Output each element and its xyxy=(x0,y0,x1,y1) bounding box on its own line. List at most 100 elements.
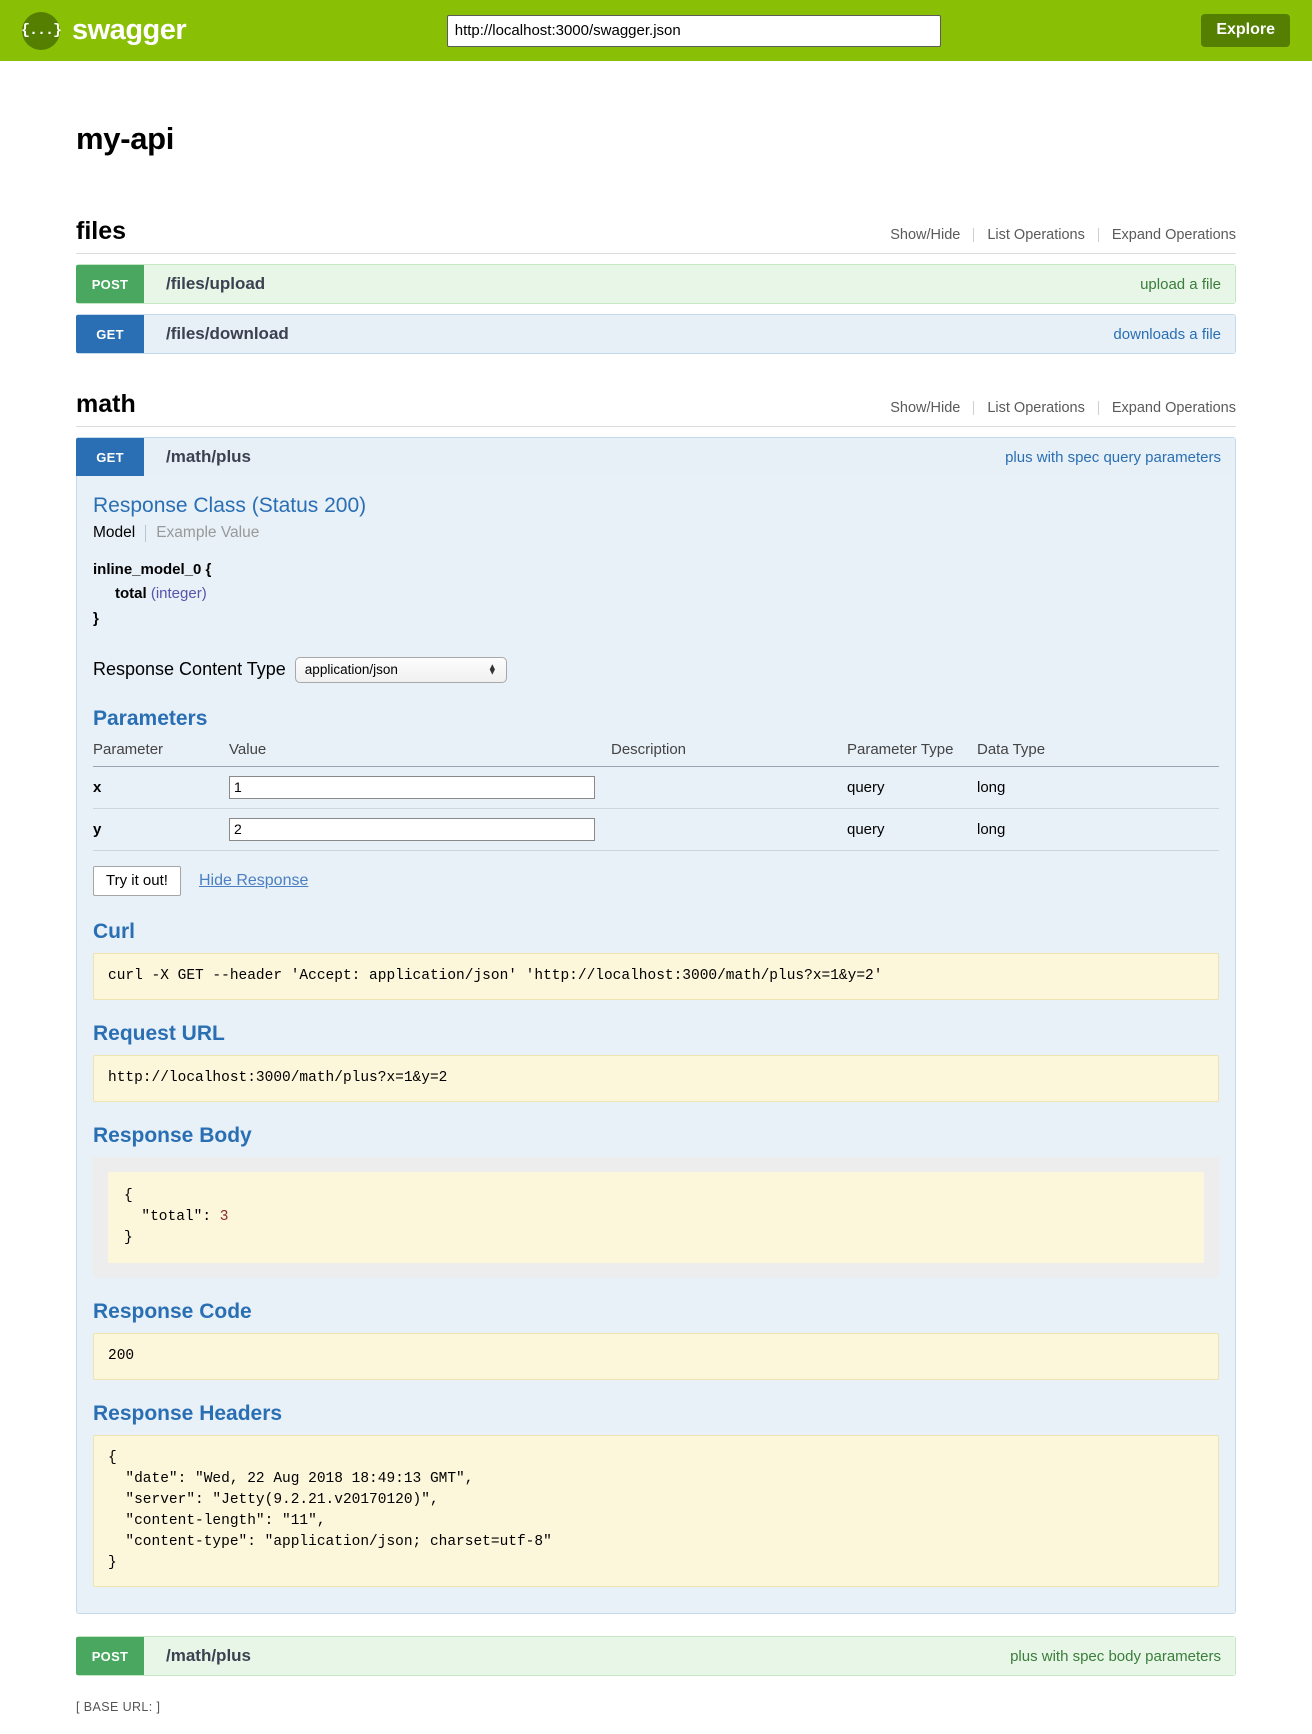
model-close-line: } xyxy=(93,609,99,627)
table-row: y query long xyxy=(93,808,1219,851)
param-description-y xyxy=(611,808,847,851)
param-type-x: query xyxy=(847,766,977,809)
model-tabs: Model Example Value xyxy=(93,524,1219,542)
main-content: my-api files Show/Hide List Operations E… xyxy=(76,61,1236,1677)
operation-path: /files/download xyxy=(166,324,289,343)
spec-url-wrapper xyxy=(186,14,1201,47)
response-headers-block: { "date": "Wed, 22 Aug 2018 18:49:13 GMT… xyxy=(93,1434,1219,1588)
base-url-label: [ BASE URL: ] xyxy=(76,1700,161,1715)
operation-row-get-math-plus[interactable]: GET /math/plus plus with spec query para… xyxy=(76,437,1236,1615)
footer: [ BASE URL: ] xyxy=(76,1698,1236,1734)
response-body-value: 3 xyxy=(219,1208,229,1225)
resource-name-files[interactable]: files xyxy=(76,217,127,245)
column-header-parameter: Parameter xyxy=(93,738,229,767)
response-code-block: 200 xyxy=(93,1332,1219,1380)
param-value-cell-x xyxy=(229,766,611,809)
swagger-brand[interactable]: {...} swagger xyxy=(21,11,187,50)
operation-header[interactable]: POST /files/upload upload a file xyxy=(76,264,1236,304)
response-content-type-label: Response Content Type xyxy=(93,659,286,680)
tab-model[interactable]: Model xyxy=(93,524,136,541)
operation-row-post-files-upload[interactable]: POST /files/upload upload a file xyxy=(76,264,1236,304)
tab-divider xyxy=(145,524,147,542)
table-row: x query long xyxy=(93,766,1219,809)
show-hide-link-math[interactable]: Show/Hide xyxy=(890,400,961,416)
column-header-value: Value xyxy=(229,738,611,767)
hide-response-link[interactable]: Hide Response xyxy=(198,871,309,889)
options-divider xyxy=(973,228,975,242)
response-content-type-select[interactable]: application/json ▲ ▼ xyxy=(294,656,507,683)
request-url-block: http://localhost:3000/math/plus?x=1&y=2 xyxy=(93,1054,1219,1102)
expand-operations-link-files[interactable]: Expand Operations xyxy=(1111,227,1236,243)
curl-command-block: curl -X GET --header 'Accept: applicatio… xyxy=(93,952,1219,1000)
list-operations-link-math[interactable]: List Operations xyxy=(987,400,1085,416)
options-divider xyxy=(1097,401,1099,415)
operation-summary: downloads a file xyxy=(1113,325,1221,343)
options-divider xyxy=(1097,228,1099,242)
resource-options-files: Show/Hide List Operations Expand Operati… xyxy=(877,227,1236,243)
response-body-title: Response Body xyxy=(93,1123,252,1147)
column-header-parameter-type: Parameter Type xyxy=(847,738,977,767)
operation-header[interactable]: GET /math/plus plus with spec query para… xyxy=(76,437,1236,476)
tab-example-value[interactable]: Example Value xyxy=(156,524,260,541)
options-divider xyxy=(973,401,975,415)
expand-operations-link-math[interactable]: Expand Operations xyxy=(1111,400,1236,416)
operation-header[interactable]: POST /math/plus plus with spec body para… xyxy=(76,1636,1236,1677)
submit-row: Try it out! Hide Response xyxy=(93,865,1219,896)
resource-header-math: math Show/Hide List Operations Expand Op… xyxy=(76,390,1236,427)
resource-name-math[interactable]: math xyxy=(76,390,136,418)
param-input-x[interactable] xyxy=(229,775,595,799)
request-url-title: Request URL xyxy=(93,1021,225,1045)
swagger-logo-icon: {...} xyxy=(21,11,62,50)
method-badge-get: GET xyxy=(76,438,144,476)
operation-path: /files/upload xyxy=(166,274,266,293)
chevron-updown-icon: ▲ ▼ xyxy=(487,661,497,677)
show-hide-link-files[interactable]: Show/Hide xyxy=(890,227,961,243)
column-header-data-type: Data Type xyxy=(977,738,1219,767)
param-type-y: query xyxy=(847,808,977,851)
param-value-cell-y xyxy=(229,808,611,851)
table-header-row: Parameter Value Description Parameter Ty… xyxy=(93,738,1219,767)
model-property-row: total (integer) xyxy=(93,582,1219,606)
param-data-type-x: long xyxy=(977,766,1219,809)
response-body-wrapper: { "total": 3 } xyxy=(93,1156,1219,1278)
operation-details-panel: Response Class (Status 200) Model Exampl… xyxy=(76,476,1236,1615)
operation-path: /math/plus xyxy=(166,1646,252,1666)
operation-row-get-files-download[interactable]: GET /files/download downloads a file xyxy=(76,314,1236,354)
parameters-table: Parameter Value Description Parameter Ty… xyxy=(93,738,1219,851)
explore-button[interactable]: Explore xyxy=(1201,14,1290,47)
response-body-post: } xyxy=(124,1229,133,1246)
brand-name-label: swagger xyxy=(72,14,187,46)
method-badge-get: GET xyxy=(76,315,144,353)
model-open-line: inline_model_0 { xyxy=(93,561,212,578)
method-badge-post: POST xyxy=(76,265,144,303)
spec-url-input[interactable] xyxy=(446,14,941,47)
param-description-x xyxy=(611,766,847,809)
method-badge-post: POST xyxy=(76,1637,144,1676)
operation-summary: upload a file xyxy=(1140,275,1221,293)
curl-title: Curl xyxy=(93,919,135,943)
try-it-out-button[interactable]: Try it out! xyxy=(93,865,181,896)
response-content-type-value: application/json xyxy=(304,662,398,678)
response-body-pre: { "total": xyxy=(124,1187,212,1225)
response-body-block: { "total": 3 } xyxy=(108,1171,1204,1263)
resource-header-files: files Show/Hide List Operations Expand O… xyxy=(76,217,1236,254)
parameters-title: Parameters xyxy=(93,706,208,730)
operation-summary: plus with spec query parameters xyxy=(1005,448,1221,466)
operation-header[interactable]: GET /files/download downloads a file xyxy=(76,314,1236,354)
param-name-y: y xyxy=(93,808,229,851)
model-signature: inline_model_0 { total (integer) } xyxy=(93,558,1219,631)
response-content-type-row: Response Content Type application/json ▲… xyxy=(93,656,1219,683)
param-input-y[interactable] xyxy=(229,817,595,841)
top-header-bar: {...} swagger Explore xyxy=(0,0,1312,61)
param-data-type-y: long xyxy=(977,808,1219,851)
list-operations-link-files[interactable]: List Operations xyxy=(987,227,1085,243)
model-property-name: total xyxy=(115,585,147,603)
response-class-title: Response Class (Status 200) xyxy=(93,494,367,517)
api-title: my-api xyxy=(76,121,175,156)
response-headers-title: Response Headers xyxy=(93,1401,283,1425)
model-property-type: (integer) xyxy=(150,585,207,603)
operation-row-post-math-plus[interactable]: POST /math/plus plus with spec body para… xyxy=(76,1636,1236,1677)
operation-path: /math/plus xyxy=(166,447,252,466)
param-name-x: x xyxy=(93,766,229,809)
